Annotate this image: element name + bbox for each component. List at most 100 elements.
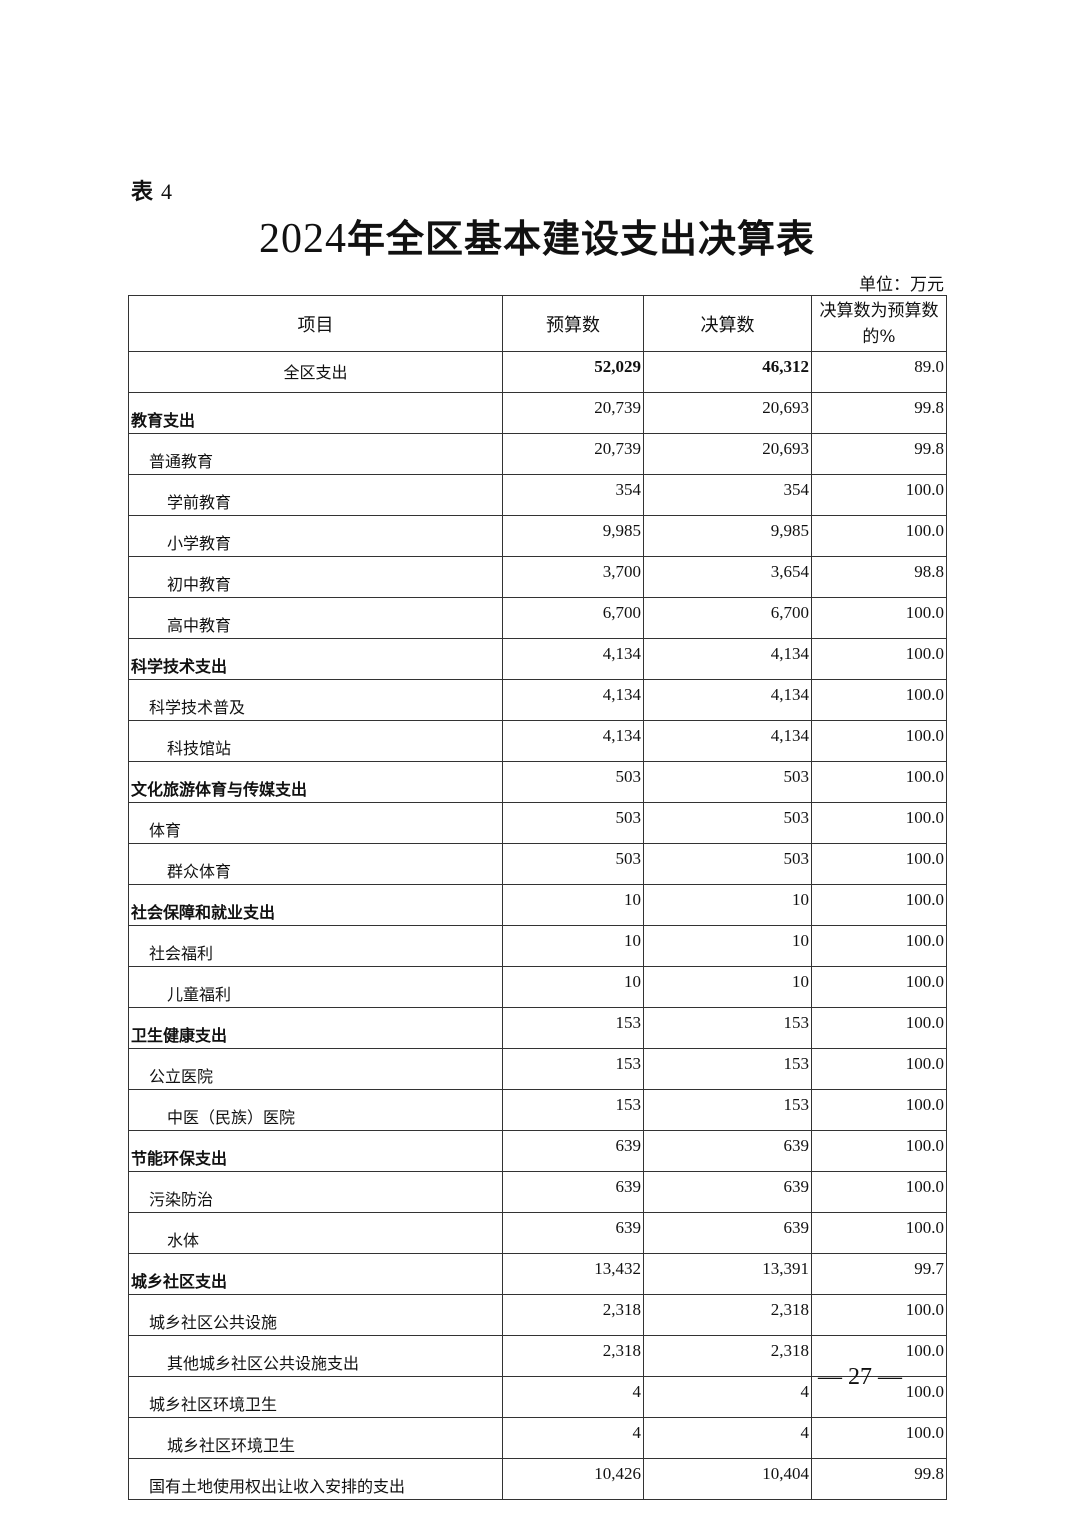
final-cell: 153 — [643, 1089, 812, 1131]
item-cell: 科学技术支出 — [128, 638, 503, 680]
final-cell: 4,134 — [643, 720, 812, 762]
item-cell: 群众体育 — [128, 843, 503, 885]
table-row: 科技馆站 4,134 4,134 100.0 — [128, 720, 947, 762]
table-body: 全区支出 52,029 46,312 89.0 教育支出 20,739 20,693 99.8… — [128, 351, 947, 1500]
percent-cell: 99.8 — [811, 433, 947, 475]
final-cell: 10 — [643, 966, 812, 1008]
budget-cell: 503 — [502, 761, 644, 803]
table-row: 文化旅游体育与传媒支出 503 503 100.0 — [128, 761, 947, 803]
table-row: 公立医院 153 153 100.0 — [128, 1048, 947, 1090]
final-cell: 503 — [643, 761, 812, 803]
table-row: 科学技术支出 4,134 4,134 100.0 — [128, 638, 947, 680]
final-cell: 4,134 — [643, 679, 812, 721]
table-row: 城乡社区环境卫生 4 4 100.0 — [128, 1417, 947, 1459]
final-cell: 6,700 — [643, 597, 812, 639]
final-cell: 354 — [643, 474, 812, 516]
final-cell: 639 — [643, 1171, 812, 1213]
final-cell: 503 — [643, 843, 812, 885]
percent-cell: 100.0 — [811, 720, 947, 762]
budget-cell: 13,432 — [502, 1253, 644, 1295]
item-cell: 城乡社区环境卫生 — [128, 1376, 503, 1418]
budget-cell: 10 — [502, 925, 644, 967]
table-row: 其他城乡社区公共设施支出 2,318 2,318 100.0 — [128, 1335, 947, 1377]
table-row: 节能环保支出 639 639 100.0 — [128, 1130, 947, 1172]
item-cell: 初中教育 — [128, 556, 503, 598]
percent-cell: 100.0 — [811, 515, 947, 557]
table-row: 体育 503 503 100.0 — [128, 802, 947, 844]
percent-cell: 100.0 — [811, 1417, 947, 1459]
budget-cell: 354 — [502, 474, 644, 516]
budget-cell: 639 — [502, 1130, 644, 1172]
table-row: 儿童福利 10 10 100.0 — [128, 966, 947, 1008]
table-row: 初中教育 3,700 3,654 98.8 — [128, 556, 947, 598]
table-row: 社会保障和就业支出 10 10 100.0 — [128, 884, 947, 926]
item-cell: 高中教育 — [128, 597, 503, 639]
table-row: 中医（民族）医院 153 153 100.0 — [128, 1089, 947, 1131]
column-header-item: 项目 — [128, 295, 503, 352]
percent-cell: 100.0 — [811, 1130, 947, 1172]
item-cell: 公立医院 — [128, 1048, 503, 1090]
percent-cell: 100.0 — [811, 679, 947, 721]
column-header-budget: 预算数 — [502, 295, 644, 352]
item-cell: 卫生健康支出 — [128, 1007, 503, 1049]
budget-cell: 9,985 — [502, 515, 644, 557]
budget-cell: 52,029 — [502, 351, 644, 393]
item-cell: 城乡社区环境卫生 — [128, 1417, 503, 1459]
budget-cell: 4,134 — [502, 679, 644, 721]
title-text: 年全区基本建设支出决算表 — [346, 216, 815, 261]
budget-cell: 639 — [502, 1212, 644, 1254]
item-cell: 小学教育 — [128, 515, 503, 557]
percent-cell: 99.8 — [811, 1458, 947, 1500]
percent-cell: 100.0 — [811, 1294, 947, 1336]
item-cell: 全区支出 — [128, 351, 503, 393]
table-row: 群众体育 503 503 100.0 — [128, 843, 947, 885]
final-cell: 10,404 — [643, 1458, 812, 1500]
final-cell: 4,134 — [643, 638, 812, 680]
item-cell: 国有土地使用权出让收入安排的支出 — [128, 1458, 503, 1500]
final-cell: 153 — [643, 1007, 812, 1049]
table-row: 城乡社区公共设施 2,318 2,318 100.0 — [128, 1294, 947, 1336]
final-cell: 153 — [643, 1048, 812, 1090]
page-number: — 27 — — [818, 1364, 902, 1390]
final-cell: 13,391 — [643, 1253, 812, 1295]
budget-cell: 6,700 — [502, 597, 644, 639]
percent-cell: 100.0 — [811, 474, 947, 516]
table-row: 水体 639 639 100.0 — [128, 1212, 947, 1254]
table-row: 小学教育 9,985 9,985 100.0 — [128, 515, 947, 557]
item-cell: 中医（民族）医院 — [128, 1089, 503, 1131]
item-cell: 教育支出 — [128, 392, 503, 434]
table-row: 社会福利 10 10 100.0 — [128, 925, 947, 967]
percent-cell: 100.0 — [811, 638, 947, 680]
table-row: 普通教育 20,739 20,693 99.8 — [128, 433, 947, 475]
percent-cell: 100.0 — [811, 966, 947, 1008]
final-cell: 639 — [643, 1130, 812, 1172]
item-cell: 学前教育 — [128, 474, 503, 516]
column-header-percent: 决算数为预算数的% — [811, 295, 947, 352]
table-row: 卫生健康支出 153 153 100.0 — [128, 1007, 947, 1049]
percent-cell: 100.0 — [811, 925, 947, 967]
final-cell: 2,318 — [643, 1335, 812, 1377]
budget-cell: 10,426 — [502, 1458, 644, 1500]
budget-cell: 4 — [502, 1376, 644, 1418]
budget-cell: 4,134 — [502, 720, 644, 762]
percent-cell: 100.0 — [811, 884, 947, 926]
percent-cell: 100.0 — [811, 761, 947, 803]
table-row: 科学技术普及 4,134 4,134 100.0 — [128, 679, 947, 721]
percent-cell: 100.0 — [811, 1376, 947, 1418]
item-cell: 污染防治 — [128, 1171, 503, 1213]
budget-cell: 10 — [502, 966, 644, 1008]
item-cell: 城乡社区公共设施 — [128, 1294, 503, 1336]
table-row: 国有土地使用权出让收入安排的支出 10,426 10,404 99.8 — [128, 1458, 947, 1500]
unit-label: 单位：万元 — [859, 275, 944, 295]
final-cell: 20,693 — [643, 433, 812, 475]
final-cell: 10 — [643, 925, 812, 967]
final-cell: 9,985 — [643, 515, 812, 557]
final-cell: 20,693 — [643, 392, 812, 434]
title-year: 2024 — [258, 216, 347, 262]
budget-cell: 4,134 — [502, 638, 644, 680]
percent-cell: 100.0 — [811, 1007, 947, 1049]
final-cell: 639 — [643, 1212, 812, 1254]
budget-cell: 20,739 — [502, 392, 644, 434]
table-label-number: 4 — [161, 179, 173, 204]
percent-cell: 100.0 — [811, 1335, 947, 1377]
